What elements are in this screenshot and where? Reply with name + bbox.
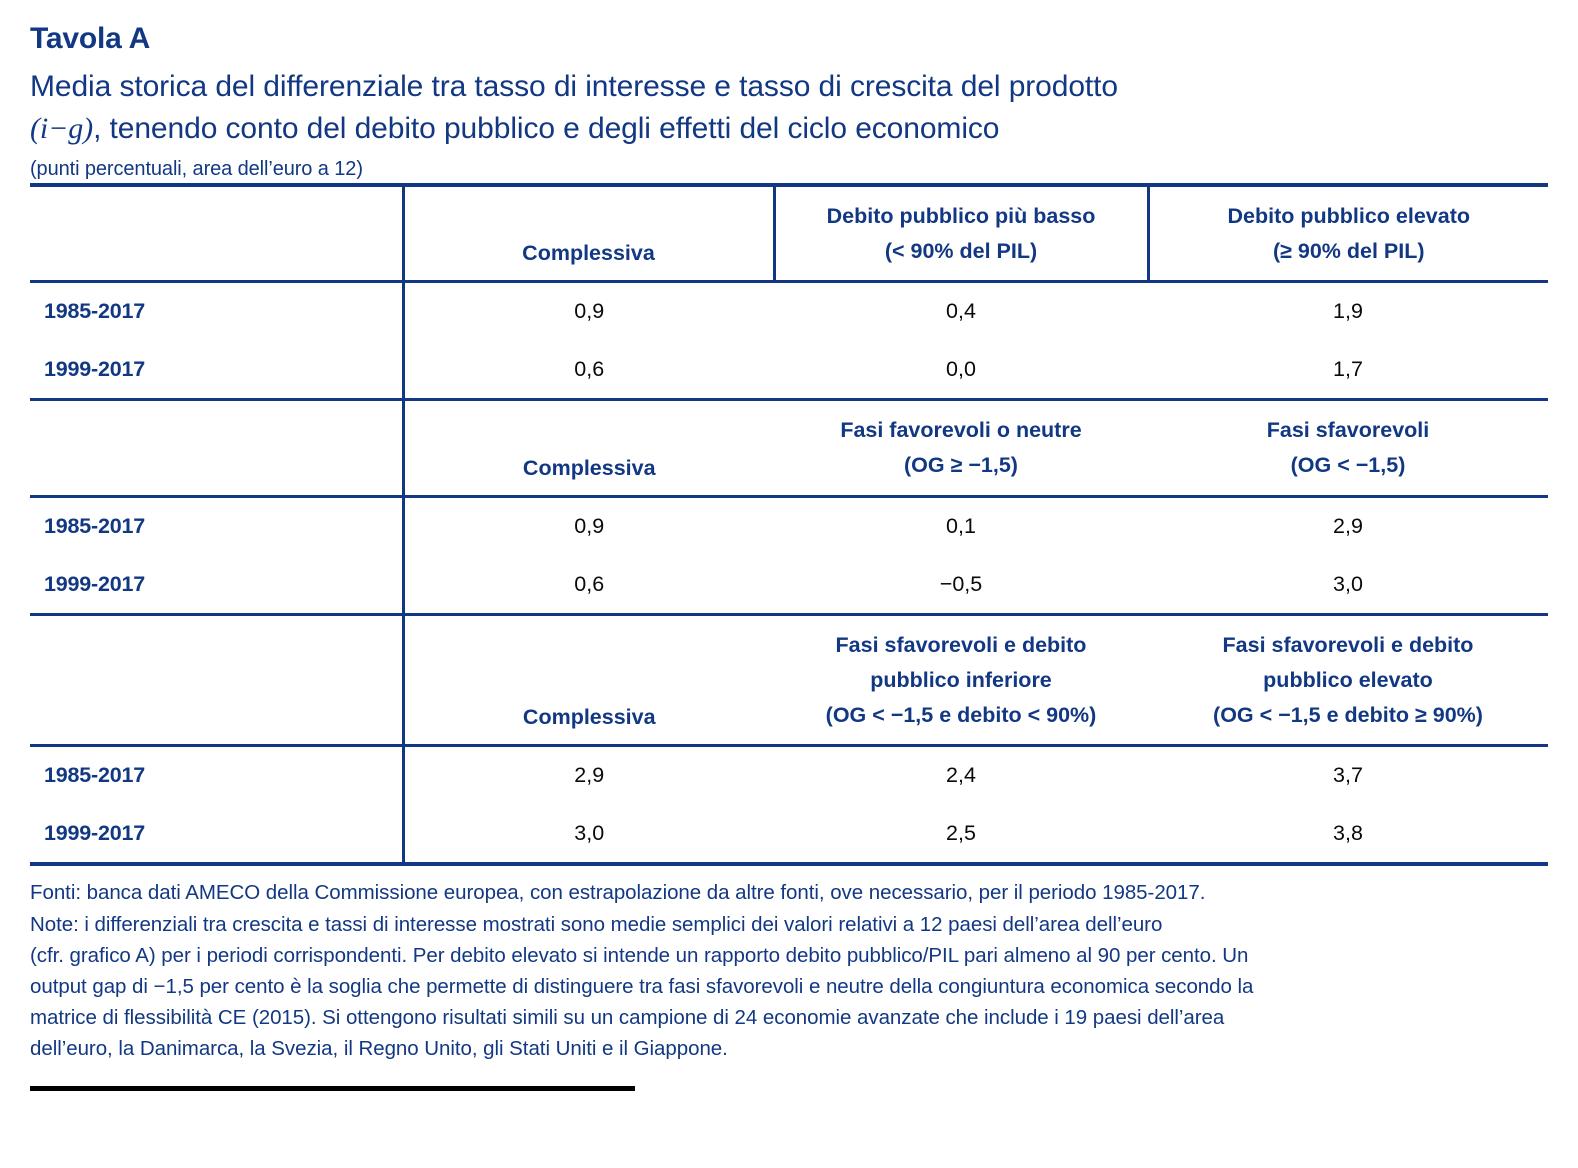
cell-value: 0,0 bbox=[946, 356, 976, 381]
row-label: 1985-2017 bbox=[30, 744, 403, 805]
table-row: 1985-2017 2,9 2,4 3,7 bbox=[30, 744, 1548, 805]
header-sfav-debito-elevato-line2: pubblico elevato bbox=[1263, 667, 1433, 692]
table-label: Tavola A bbox=[30, 22, 151, 55]
header-sfav-debito-elevato-line3: (OG < −1,5 e debito ≥ 90%) bbox=[1213, 702, 1483, 727]
notes-line-6: dell’euro, la Danimarca, la Svezia, il R… bbox=[30, 1037, 728, 1061]
cell-value: 2,9 bbox=[1148, 495, 1548, 555]
header-fasi-sfavorevoli: Fasi sfavorevoli (OG < −1,5) bbox=[1148, 398, 1548, 497]
footnote-separator-rule bbox=[30, 1086, 635, 1092]
header-fasi-sfavorevoli-line2: (OG < −1,5) bbox=[1290, 453, 1406, 478]
cell-value: 2,4 bbox=[774, 744, 1148, 805]
table-title-math: (i−g) bbox=[30, 112, 94, 146]
row-label: 1999-2017 bbox=[44, 571, 146, 596]
table-title-line2: , tenendo conto del debito pubblico e de… bbox=[93, 112, 1000, 146]
cell-value: 3,0 bbox=[1333, 571, 1363, 596]
row-label: 1999-2017 bbox=[44, 356, 146, 381]
row-label: 1985-2017 bbox=[30, 280, 403, 341]
header-sfav-debito-inferiore-line1: Fasi sfavorevoli e debito bbox=[835, 633, 1087, 657]
header-debito-elevato: Debito pubblico elevato (≥ 90% del PIL) bbox=[1146, 182, 1548, 282]
header-fasi-favorevoli: Fasi favorevoli o neutre (OG ≥ −1,5) bbox=[774, 398, 1148, 497]
table-row: 1999-2017 0,6 0,0 1,7 bbox=[30, 340, 1548, 400]
header-sfav-debito-inferiore-line2: pubblico inferiore bbox=[870, 667, 1052, 692]
header-row-block1: Complessiva Debito pubblico più basso (<… bbox=[30, 182, 1548, 282]
cell-value: 0,9 bbox=[401, 495, 774, 555]
table-row: 1985-2017 0,9 0,4 1,9 bbox=[30, 280, 1548, 341]
notes-line-5: matrice di flessibilità CE (2015). Si ot… bbox=[30, 1006, 1225, 1030]
header-debito-elevato-line1: Debito pubblico elevato bbox=[1227, 203, 1471, 228]
header-sfav-debito-inferiore: Fasi sfavorevoli e debito pubblico infer… bbox=[774, 612, 1148, 746]
header-debito-basso-line1: Debito pubblico più basso bbox=[826, 203, 1096, 228]
header-fasi-sfavorevoli-line1: Fasi sfavorevoli bbox=[1266, 418, 1430, 443]
header-complessiva-3: Complessiva bbox=[401, 612, 774, 746]
header-debito-basso-line2: (< 90% del PIL) bbox=[884, 238, 1038, 263]
header-complessiva-1: Complessiva bbox=[401, 182, 774, 282]
cell-value: 0,4 bbox=[774, 280, 1148, 341]
cell-value: 3,0 bbox=[401, 804, 774, 865]
table-row: 1999-2017 0,6 −0,5 3,0 bbox=[30, 555, 1548, 615]
header-fasi-favorevoli-line2: (OG ≥ −1,5) bbox=[904, 453, 1018, 478]
cell-value: 1,9 bbox=[1148, 280, 1548, 341]
notes-line-4: output gap di −1,5 per cento è la soglia… bbox=[30, 974, 1254, 998]
data-table: Complessiva Debito pubblico più basso (<… bbox=[30, 182, 1548, 869]
table-units: (punti percentuali, area dell’euro a 12) bbox=[30, 157, 363, 180]
cell-value: 2,5 bbox=[946, 820, 976, 845]
table-notes: Fonti: banca dati AMECO della Commission… bbox=[30, 866, 1540, 1064]
row-label: 1985-2017 bbox=[30, 495, 403, 555]
table-row: 1999-2017 3,0 2,5 3,8 bbox=[30, 804, 1548, 865]
cell-value: 0,6 bbox=[401, 340, 774, 400]
header-sfav-debito-elevato: Fasi sfavorevoli e debito pubblico eleva… bbox=[1148, 612, 1548, 746]
cell-value: 1,7 bbox=[1333, 356, 1363, 381]
cell-value: 0,1 bbox=[774, 495, 1148, 555]
header-complessiva-2: Complessiva bbox=[401, 398, 774, 497]
header-debito-elevato-line2: (≥ 90% del PIL) bbox=[1272, 238, 1425, 263]
notes-line-2: Note: i differenziali tra crescita e tas… bbox=[30, 912, 1163, 936]
header-corner-cell-1 bbox=[30, 182, 403, 282]
table-row: 1985-2017 0,9 0,1 2,9 bbox=[30, 495, 1548, 555]
cell-value: 0,9 bbox=[401, 280, 774, 341]
header-corner-cell-3 bbox=[30, 612, 403, 746]
table-title: Media storica del differenziale tra tass… bbox=[30, 58, 1530, 151]
table-title-line1: Media storica del differenziale tra tass… bbox=[30, 69, 1118, 103]
row-label: 1999-2017 bbox=[44, 820, 146, 845]
header-row-block2: Complessiva Fasi favorevoli o neutre (OG… bbox=[30, 398, 1548, 497]
cell-value: 3,8 bbox=[1333, 820, 1363, 845]
notes-line-3: (cfr. grafico A) per i periodi corrispon… bbox=[30, 943, 1249, 967]
cell-value: 0,6 bbox=[401, 555, 774, 615]
header-fasi-favorevoli-line1: Fasi favorevoli o neutre bbox=[840, 418, 1082, 443]
header-debito-basso: Debito pubblico più basso (< 90% del PIL… bbox=[772, 182, 1148, 282]
cell-value: 2,9 bbox=[401, 744, 774, 805]
header-corner-cell-2 bbox=[30, 398, 403, 497]
cell-value: 3,7 bbox=[1148, 744, 1548, 805]
header-sfav-debito-inferiore-line3: (OG < −1,5 e debito < 90%) bbox=[825, 702, 1097, 727]
header-sfav-debito-elevato-line1: Fasi sfavorevoli e debito bbox=[1222, 633, 1474, 657]
header-row-block3: Complessiva Fasi sfavorevoli e debito pu… bbox=[30, 612, 1548, 746]
cell-value: −0,5 bbox=[939, 571, 983, 596]
notes-line-1: Fonti: banca dati AMECO della Commission… bbox=[30, 881, 1206, 905]
